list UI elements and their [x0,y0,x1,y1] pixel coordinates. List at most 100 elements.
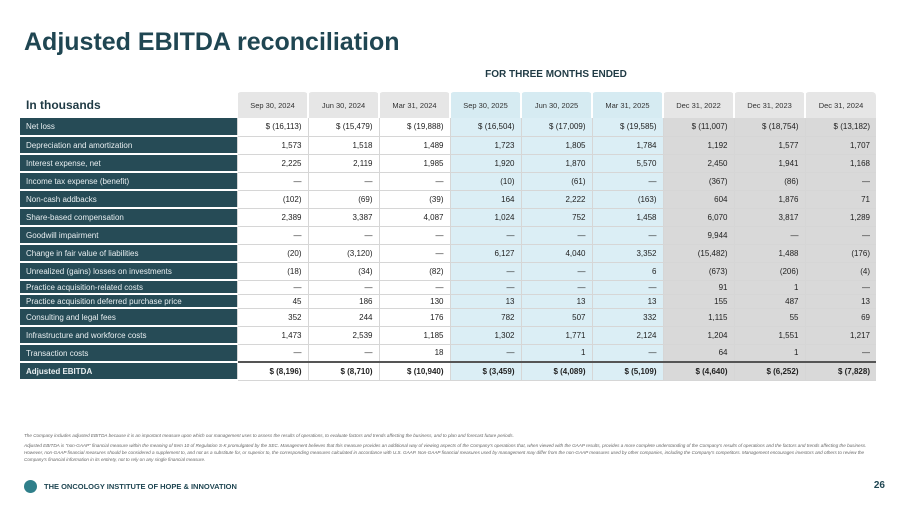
table-cell: (82) [378,262,450,281]
table-cell: — [236,172,308,191]
table-cell: — [378,244,450,263]
table-cell: 2,539 [307,326,379,345]
table-cell: (102) [236,190,308,209]
table-cell: 1,723 [449,136,521,155]
table-row: Practice acquisition-related costs — — — — — —… [20,280,876,295]
table-cell: 186 [307,294,379,309]
table-cell: (367) [662,172,734,191]
table-cell: 4,087 [378,208,450,227]
table-cell: $ (16,504) [449,118,521,137]
table-cell: — [804,280,876,295]
table-cell: 55 [733,308,805,327]
table-cell: $ (4,640) [662,361,734,381]
table-cell: 1,473 [236,326,308,345]
logo-icon [24,480,37,493]
table-cell: 13 [591,294,663,309]
table-cell: $ (19,585) [591,118,663,137]
table-cell: — [520,280,592,295]
column-header: Dec 31, 2023 [733,92,805,118]
row-label: Change in fair value of liabilities [20,244,237,263]
period-label: FOR THREE MONTHS ENDED [485,69,627,80]
table-cell: 1,458 [591,208,663,227]
column-header: Dec 31, 2024 [804,92,876,118]
table-cell: 1,573 [236,136,308,155]
row-label: Net loss [20,118,237,137]
table-cell: 18 [378,344,450,363]
table-cell: 176 [378,308,450,327]
table-cell: — [236,226,308,245]
column-header: Dec 31, 2022 [662,92,734,118]
table-cell: 91 [662,280,734,295]
page-title: Adjusted EBITDA reconciliation [24,28,400,56]
table-cell: (3,120) [307,244,379,263]
table-cell: (206) [733,262,805,281]
org-name: THE ONCOLOGY INSTITUTE OF HOPE & INNOVAT… [44,482,237,491]
table-cell: 6,070 [662,208,734,227]
table-cell: 1,941 [733,154,805,173]
table-cell: 1,185 [378,326,450,345]
table-cell: — [591,226,663,245]
table-cell: — [449,280,521,295]
column-header: Mar 31, 2024 [378,92,450,118]
table-cell: 6,127 [449,244,521,263]
row-label: Infrastructure and workforce costs [20,326,237,345]
table-row: Transaction costs — —18—1—64 1— [20,344,876,363]
table-cell: 1,204 [662,326,734,345]
table-cell: 1,577 [733,136,805,155]
row-label: Consulting and legal fees [20,308,237,327]
table-cell: 13 [449,294,521,309]
table-cell: $ (10,940) [378,361,450,381]
table-cell: 1,192 [662,136,734,155]
table-cell: 1,805 [520,136,592,155]
table-cell: 1,876 [733,190,805,209]
table-cell: — [449,226,521,245]
row-label: Adjusted EBITDA [20,361,237,381]
table-cell: (10) [449,172,521,191]
table-cell: 1,024 [449,208,521,227]
table-cell: $ (5,109) [591,361,663,381]
table-row: Non-cash addbacks (102) (69) (39) 164 2,222 (1… [20,190,876,209]
table-cell: — [378,172,450,191]
table-cell: 1,920 [449,154,521,173]
row-label: Non-cash addbacks [20,190,237,209]
table-cell: 45 [236,294,308,309]
table-cell: — [520,226,592,245]
footnote: Adjusted EBITDA is "non-GAAP" financial … [24,443,867,462]
table-cell: — [591,280,663,295]
table-cell: — [307,344,379,363]
table-cell: 352 [236,308,308,327]
table-cell: $ (8,710) [307,361,379,381]
table-cell: 487 [733,294,805,309]
table-cell: 1,551 [733,326,805,345]
table-cell: 1,489 [378,136,450,155]
row-label: Practice acquisition deferred purchase p… [20,294,237,309]
table-cell: 507 [520,308,592,327]
table-cell: 1,784 [591,136,663,155]
table-row: Consulting and legal fees 352 244 176 782 507… [20,308,876,327]
table-cell: — [307,226,379,245]
table-cell: $ (18,754) [733,118,805,137]
table-cell: $ (19,888) [378,118,450,137]
row-label: Depreciation and amortization [20,136,237,155]
table-cell: — [307,280,379,295]
table-cell: — [378,280,450,295]
table-cell: 782 [449,308,521,327]
table-cell: (4) [804,262,876,281]
table-cell: (176) [804,244,876,263]
table-row: Net loss $ (16,113) $ (15,479) $ (19,888) $ … [20,118,876,137]
column-header: Sep 30, 2025 [449,92,521,118]
table-cell: — [804,226,876,245]
table-cell: — [804,344,876,363]
column-header: Jun 30, 2024 [307,92,379,118]
table-cell: 3,387 [307,208,379,227]
table-cell: 1,217 [804,326,876,345]
table-cell: (20) [236,244,308,263]
table-row: Adjusted EBITDA $ (8,196) $ (8,710) $ (10,9… [20,361,876,381]
table-cell: 2,450 [662,154,734,173]
row-label: Unrealized (gains) losses on investments [20,262,237,281]
table-cell: (39) [378,190,450,209]
table-row: Goodwill impairment — — — — — —9,944— — [20,226,876,245]
table-cell: 69 [804,308,876,327]
table-cell: (86) [733,172,805,191]
table-cell: (18) [236,262,308,281]
